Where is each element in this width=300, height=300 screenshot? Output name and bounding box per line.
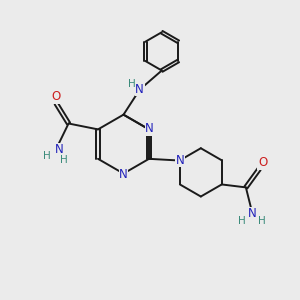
Text: H: H: [238, 216, 246, 226]
Text: N: N: [119, 168, 128, 181]
Text: N: N: [176, 154, 184, 167]
Text: N: N: [145, 122, 154, 135]
Text: O: O: [52, 91, 61, 103]
Text: N: N: [55, 143, 63, 157]
Text: H: H: [128, 79, 135, 89]
Text: N: N: [248, 207, 256, 220]
Text: H: H: [43, 151, 51, 161]
Text: N: N: [135, 82, 144, 95]
Text: H: H: [258, 216, 266, 226]
Text: O: O: [258, 156, 267, 169]
Text: H: H: [60, 155, 68, 165]
